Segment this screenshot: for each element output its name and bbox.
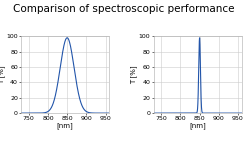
Y-axis label: T [%]: T [%] [130,65,137,84]
Text: Comparison of spectroscopic performance: Comparison of spectroscopic performance [13,4,235,14]
X-axis label: [nm]: [nm] [189,123,206,129]
Y-axis label: T [%]: T [%] [0,65,5,84]
X-axis label: [nm]: [nm] [57,123,74,129]
